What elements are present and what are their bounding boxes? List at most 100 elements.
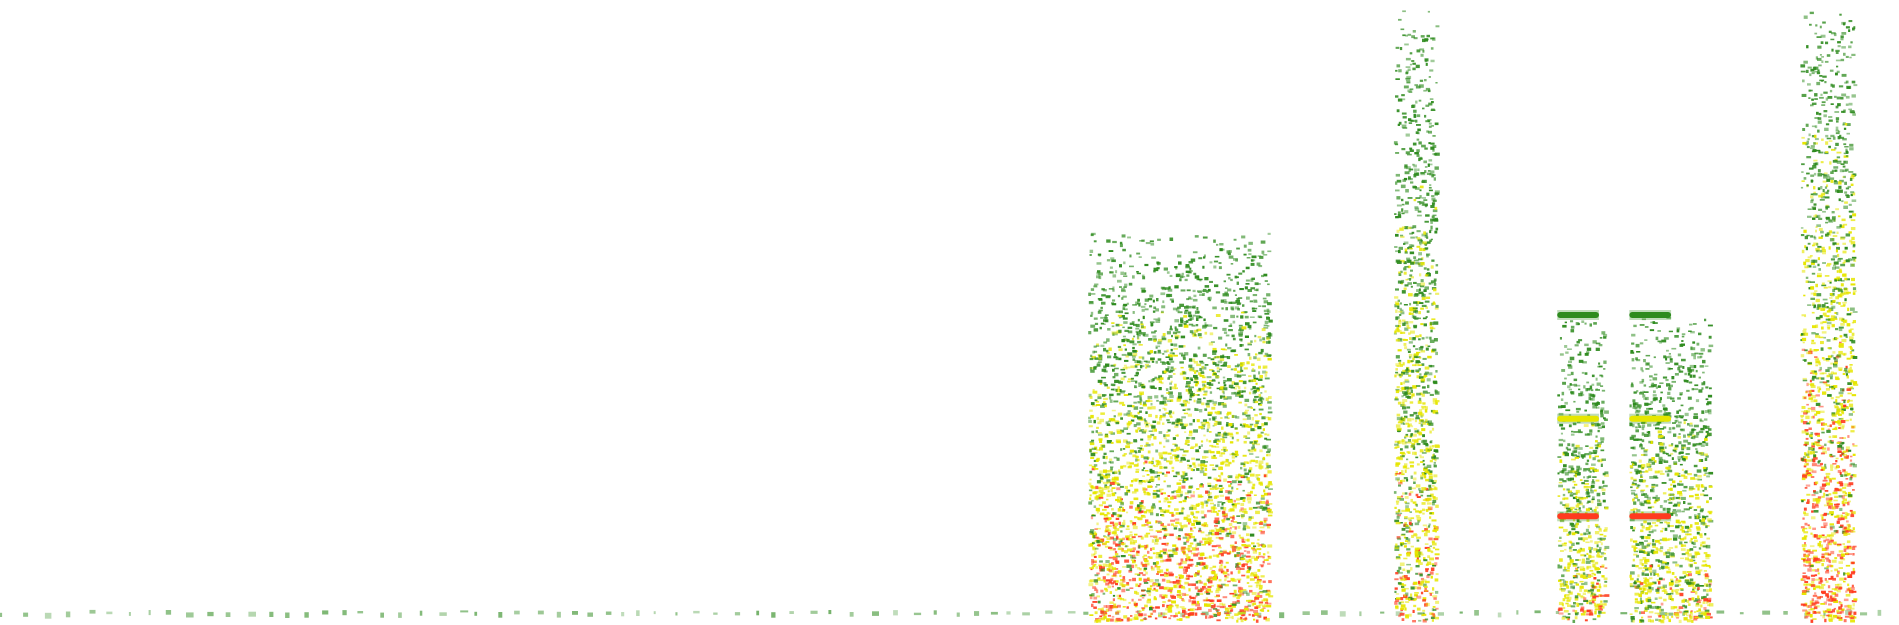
energy-cell	[1192, 369, 1198, 372]
energy-cell	[1128, 282, 1133, 286]
energy-cell	[1241, 563, 1245, 568]
energy-cell	[1121, 542, 1126, 545]
energy-cell	[1583, 599, 1589, 602]
energy-cell	[1144, 544, 1148, 549]
energy-cell	[1237, 569, 1241, 574]
energy-cell	[1435, 410, 1438, 414]
energy-cell	[1256, 580, 1262, 583]
energy-cell	[1252, 379, 1257, 382]
energy-cell	[1262, 544, 1266, 548]
energy-cell	[1193, 374, 1198, 378]
energy-cell	[1140, 365, 1145, 368]
energy-cell	[1197, 328, 1202, 332]
energy-cell	[1567, 604, 1572, 607]
energy-cell	[1162, 300, 1165, 304]
energy-cell	[1409, 511, 1412, 513]
events-layer	[1088, 10, 1859, 624]
energy-cell	[1248, 558, 1252, 561]
energy-cell	[1112, 376, 1116, 379]
energy-cell	[1266, 508, 1272, 512]
energy-cell	[1135, 471, 1139, 473]
energy-cell	[1600, 449, 1605, 452]
noise-mark	[89, 609, 96, 614]
energy-cell	[1579, 547, 1582, 550]
energy-cell	[1141, 469, 1145, 472]
energy-cell	[1260, 431, 1264, 434]
energy-cell	[1089, 594, 1093, 597]
energy-cell	[1403, 339, 1408, 341]
energy-cell	[1575, 472, 1580, 476]
energy-cell	[1242, 418, 1247, 421]
energy-cell	[1121, 339, 1125, 343]
energy-cell	[1257, 435, 1260, 439]
energy-cell	[1169, 399, 1174, 402]
energy-cell	[1217, 503, 1220, 507]
energy-cell	[1423, 199, 1428, 201]
energy-cell	[1601, 400, 1605, 404]
energy-cell	[1254, 282, 1259, 286]
energy-cell	[1400, 184, 1406, 189]
energy-cell	[1410, 269, 1413, 272]
energy-cell	[1111, 487, 1116, 489]
energy-cell	[1211, 571, 1216, 575]
energy-cell	[1205, 566, 1208, 570]
energy-cell	[1398, 18, 1402, 21]
energy-cell	[1184, 594, 1189, 596]
energy-cell	[1592, 394, 1595, 397]
energy-cell	[1578, 520, 1582, 523]
energy-cell	[1092, 404, 1097, 407]
energy-cell	[1255, 474, 1261, 476]
energy-cell	[1243, 244, 1247, 248]
energy-cell	[1267, 483, 1273, 486]
energy-cell	[1394, 398, 1399, 401]
energy-cell	[1146, 422, 1151, 425]
energy-cell	[1187, 408, 1191, 411]
energy-cell	[1396, 229, 1400, 233]
energy-cell	[1097, 311, 1102, 314]
energy-cell	[1589, 397, 1593, 401]
energy-cell	[1126, 461, 1130, 465]
energy-cell	[1429, 593, 1432, 596]
energy-cell	[1214, 531, 1220, 536]
energy-cell	[1122, 509, 1126, 511]
energy-cell	[1098, 617, 1103, 620]
energy-cell	[1099, 354, 1103, 358]
energy-cell	[1426, 268, 1430, 271]
energy-cell	[1155, 589, 1159, 592]
energy-cell	[1203, 434, 1206, 437]
energy-cell	[1126, 525, 1130, 528]
energy-cell	[1604, 594, 1610, 597]
energy-cell	[1120, 429, 1125, 433]
energy-cell	[1192, 306, 1195, 308]
energy-cell	[1232, 459, 1235, 463]
energy-cell	[1169, 395, 1174, 399]
energy-cell	[1181, 506, 1184, 510]
energy-cell	[1137, 401, 1141, 404]
energy-cell	[1182, 599, 1186, 602]
energy-cell	[1432, 502, 1435, 506]
energy-cell	[1139, 545, 1145, 548]
noise-mark	[0, 612, 3, 617]
energy-cell	[1252, 483, 1256, 487]
energy-cell	[1158, 554, 1163, 558]
energy-cell	[1176, 482, 1182, 485]
energy-cell	[1597, 442, 1602, 445]
energy-cell	[1098, 489, 1104, 493]
energy-cell	[1195, 384, 1198, 387]
energy-cell	[1415, 415, 1420, 419]
energy-cell	[1415, 119, 1418, 123]
energy-cell	[1223, 319, 1229, 322]
energy-cell	[1230, 314, 1235, 319]
energy-cell	[1425, 62, 1428, 66]
energy-cell	[1413, 581, 1418, 585]
energy-cell	[1188, 358, 1193, 362]
energy-cell	[1136, 462, 1139, 466]
energy-cell	[1402, 441, 1407, 445]
energy-cell	[1570, 433, 1575, 436]
energy-cell	[1415, 197, 1421, 199]
energy-cell	[1422, 597, 1427, 601]
energy-cell	[1134, 385, 1137, 389]
energy-cell	[1418, 338, 1421, 341]
energy-cell	[1108, 582, 1112, 585]
energy-cell	[1133, 406, 1139, 410]
